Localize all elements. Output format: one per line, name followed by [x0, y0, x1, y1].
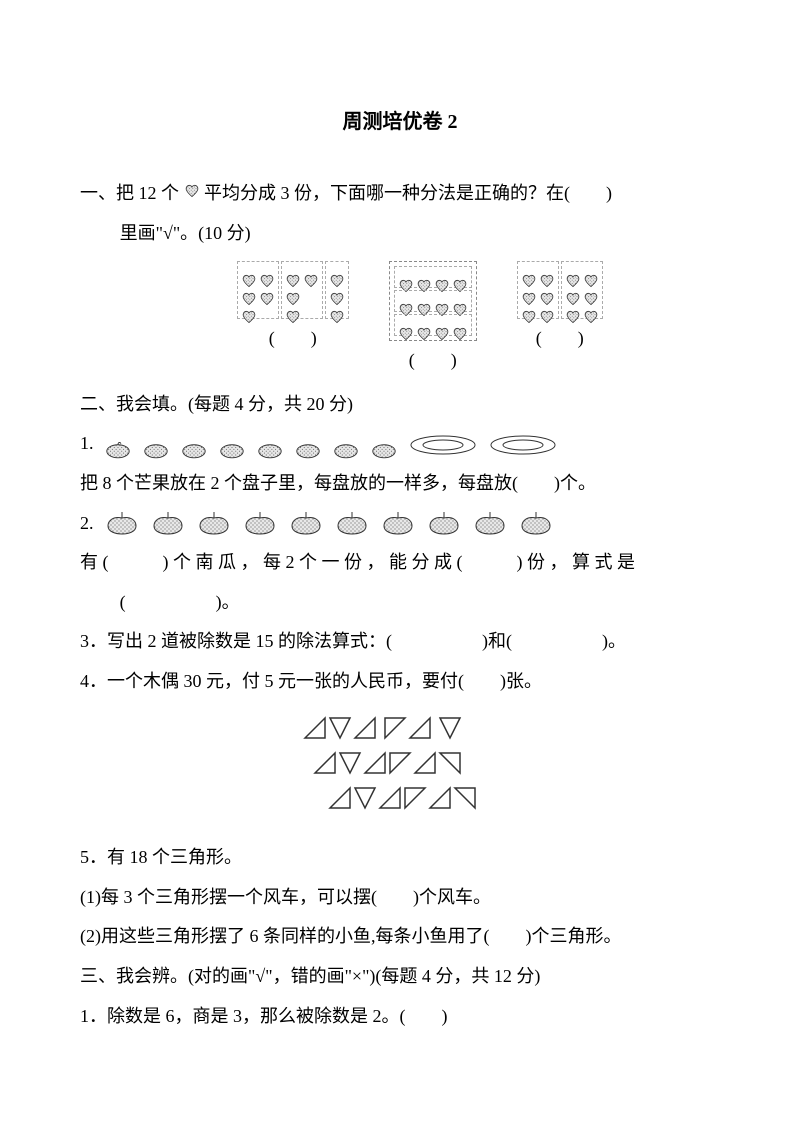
q2-5-figure [80, 708, 720, 833]
mango-icon [218, 434, 246, 454]
pumpkin-icon [334, 510, 370, 536]
mango-icon [104, 434, 132, 454]
plate-icon [408, 432, 478, 456]
q1-option-b: ( ) [389, 261, 477, 381]
q2-5-1: (1)每 3 个三角形摆一个风车，可以摆( )个风车。 [80, 878, 720, 918]
q2-2-text-a: 有 ( ) 个 南 瓜 ， 每 2 个 一 份 ， 能 分 成 ( ) 份 ， … [80, 543, 720, 583]
q1-line1: 一、把 12 个 平均分成 3 份，下面哪一种分法是正确的？在( ) [80, 174, 720, 214]
mango-icon [180, 434, 208, 454]
pumpkin-icon [518, 510, 554, 536]
q2-1-text: 把 8 个芒果放在 2 个盘子里，每盘放的一样多，每盘放( )个。 [80, 464, 720, 504]
q2-5: 5．有 18 个三角形。 [80, 838, 720, 878]
mango-icon [332, 434, 360, 454]
pumpkin-icon [242, 510, 278, 536]
q1-line2: 里画"√"。(10 分) [80, 214, 720, 254]
pumpkin-icon [196, 510, 232, 536]
plate-icon [488, 432, 558, 456]
q2-1-figure: 1. [80, 424, 720, 464]
mango-icon [294, 434, 322, 454]
q1-option-c: ( ) [517, 261, 603, 381]
pumpkin-icon [150, 510, 186, 536]
q2-5-2: (2)用这些三角形摆了 6 条同样的小鱼,每条小鱼用了( )个三角形。 [80, 917, 720, 957]
q1-option-a: ( ) [237, 261, 349, 381]
q2-heading: 二、我会填。(每题 4 分，共 20 分) [80, 385, 720, 425]
pumpkin-icon [104, 510, 140, 536]
q2-4: 4．一个木偶 30 元，付 5 元一张的人民币，要付( )张。 [80, 662, 720, 702]
q2-3: 3．写出 2 道被除数是 15 的除法算式：( )和( )。 [80, 622, 720, 662]
mango-icon [370, 434, 398, 454]
pumpkin-icon [472, 510, 508, 536]
mango-icon [142, 434, 170, 454]
page-title: 周测培优卷 2 [80, 100, 720, 144]
pumpkin-icon [288, 510, 324, 536]
q1-options: ( ) ( ) ( ) [80, 261, 720, 381]
pumpkin-icon [426, 510, 462, 536]
q2-2-text-b: ( )。 [80, 583, 720, 623]
worksheet-page: 周测培优卷 2 一、把 12 个 平均分成 3 份，下面哪一种分法是正确的？在(… [0, 0, 800, 1131]
q2-2-figure: 2. [80, 504, 720, 544]
q2-1-num: 1. [80, 424, 94, 464]
q3-heading: 三、我会辨。(对的画"√"，错的画"×")(每题 4 分，共 12 分) [80, 957, 720, 997]
heart-icon [184, 174, 200, 190]
q2-2-num: 2. [80, 504, 94, 544]
mango-icon [256, 434, 284, 454]
pumpkin-icon [380, 510, 416, 536]
q1-b-blank[interactable]: ( ) [389, 341, 477, 381]
q1-text-b: 平均分成 3 份，下面哪一种分法是正确的？在( ) [204, 183, 612, 203]
q1-text-a: 一、把 12 个 [80, 183, 179, 203]
q3-1: 1．除数是 6，商是 3，那么被除数是 2。( ) [80, 997, 720, 1037]
